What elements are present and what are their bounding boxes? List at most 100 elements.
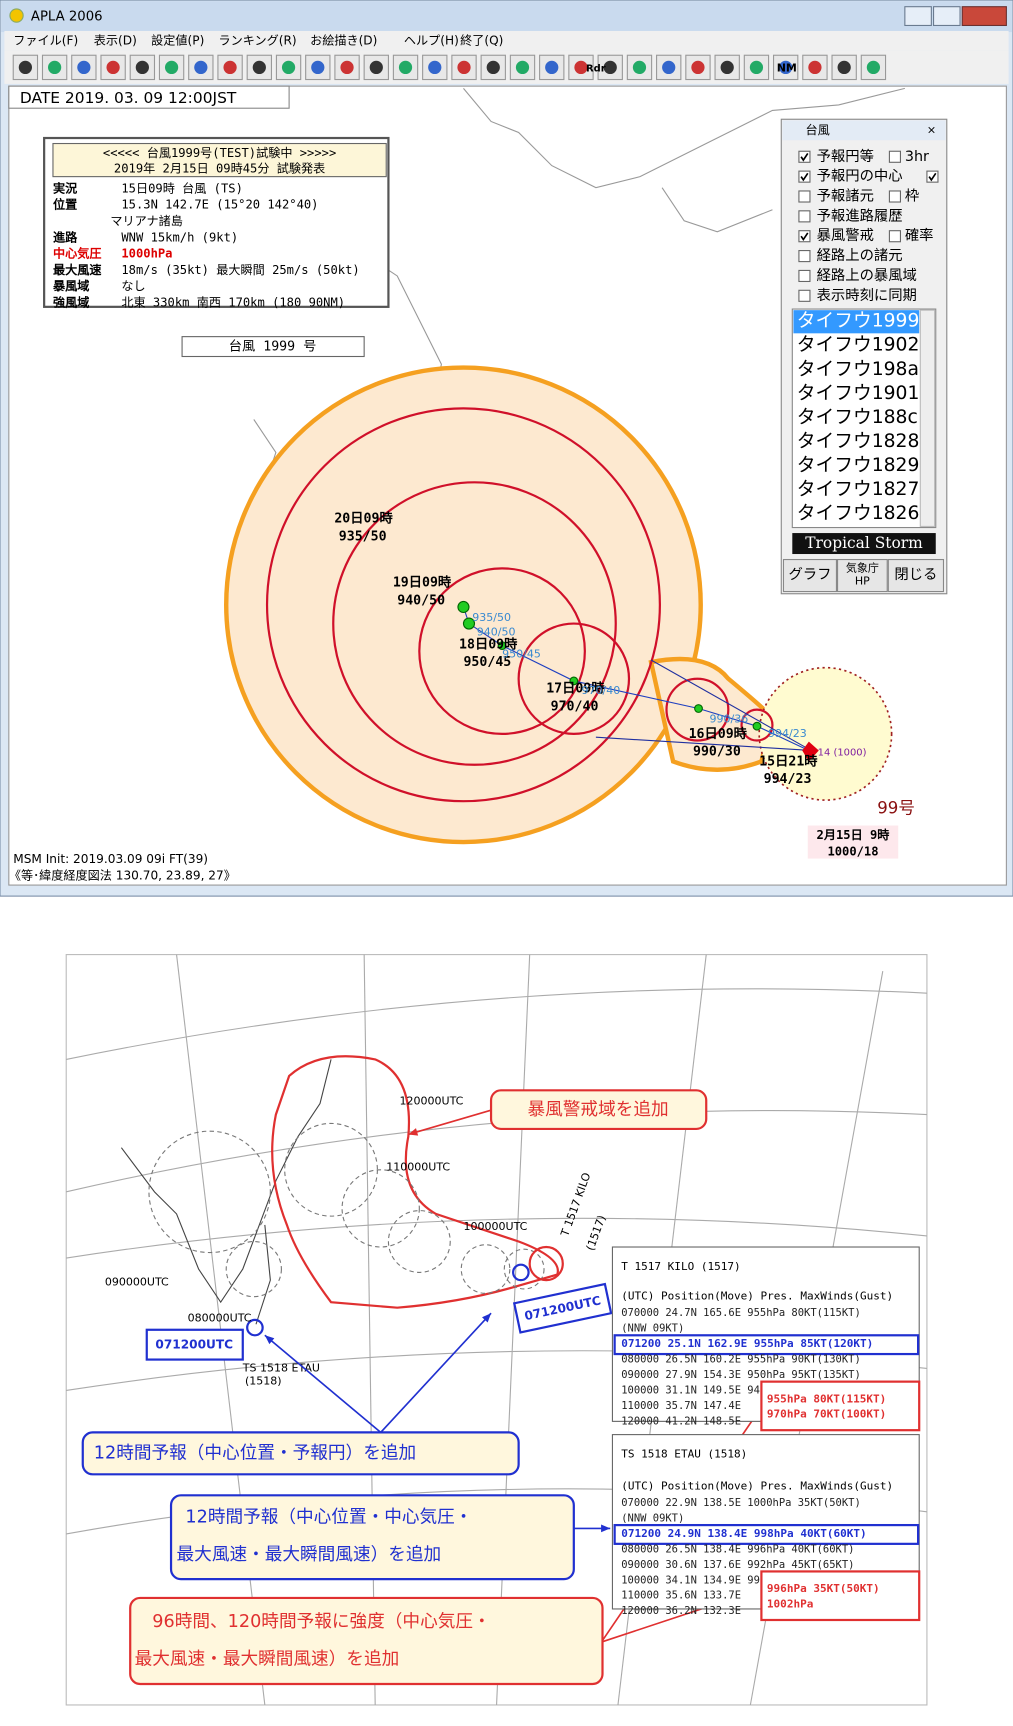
info-value: マリアナ諸島 (110, 213, 183, 228)
forecast-circle (265, 407, 661, 803)
list-item[interactable]: タイフウ1827 (797, 478, 920, 500)
list-item[interactable]: タイフウ1901 (797, 382, 920, 404)
utc-box (145, 1328, 244, 1361)
panel-button[interactable] (836, 558, 888, 593)
table-row: 120000 36.2N 132.3E (621, 1605, 741, 1617)
forecast-label: 940/50 (397, 593, 445, 608)
toolbar-icon (866, 60, 881, 75)
track-point (457, 600, 470, 614)
info-key: 進路 (53, 229, 78, 244)
toolbar-icon (574, 60, 588, 75)
toolbar-icon (545, 60, 559, 75)
forecast-label: 990/30 (693, 745, 741, 760)
menu-item[interactable]: お絵描き(D) (310, 32, 377, 47)
highlight-row (613, 1334, 920, 1356)
checkbox[interactable] (798, 190, 811, 203)
info-value: 15日09時 台風 (TS) (121, 180, 242, 195)
info-header: <<<<< 台風1999号(TEST)試験中 >>>>> (103, 145, 336, 160)
current-position-symbol (802, 741, 819, 762)
callout-box (169, 1494, 575, 1581)
checkbox[interactable] (798, 250, 811, 263)
list-item[interactable]: タイフウ1999 (797, 310, 920, 332)
list-item[interactable]: タイフウ1826 (797, 502, 920, 524)
toolbar-icon (486, 60, 500, 75)
info-value: 1000hPa (121, 247, 172, 261)
menu-item[interactable]: 終了(Q) (460, 32, 503, 47)
table-row: 070000 22.9N 138.5E 1000hPa 35KT(50KT) (621, 1497, 861, 1509)
forecast-label: 935/50 (339, 529, 387, 544)
track-label: 994/23 (768, 727, 807, 740)
callout-text: 96時間、120時間予報に強度（中心気圧・ (152, 1611, 490, 1632)
toolbar-button[interactable] (480, 54, 506, 81)
track-point (752, 721, 762, 731)
typhoon-label: 台風 1999 号 (229, 339, 317, 355)
menu-item[interactable]: ランキング(R) (218, 33, 296, 47)
checkmark (928, 172, 937, 182)
toolbar-icon (515, 60, 530, 75)
checkbox[interactable] (798, 150, 811, 163)
app-icon (9, 8, 24, 23)
list-item[interactable]: タイフウ1829 (797, 454, 920, 476)
checkbox[interactable] (798, 289, 811, 302)
checkmark (800, 152, 809, 162)
toolbar-icon (837, 60, 851, 75)
toolbar-button[interactable] (363, 54, 389, 81)
forecast-label: 19日09時 (393, 574, 452, 591)
utc-box (512, 1282, 613, 1334)
toolbar-icon (135, 60, 149, 75)
list-item[interactable]: タイフウ1902 (797, 334, 920, 356)
arrow-head (601, 1524, 611, 1533)
menu-item[interactable]: ヘルプ(H) (404, 33, 459, 47)
panel-button[interactable] (782, 558, 837, 593)
toolbar-text: Rdr (586, 63, 606, 74)
checkbox[interactable] (798, 269, 811, 283)
option-extra: 3hr (905, 149, 929, 165)
menu-item[interactable]: 表示(D) (94, 33, 137, 47)
info-header (52, 142, 387, 178)
toolbar-icon (632, 60, 647, 75)
list-item[interactable]: タイフウ188c (797, 406, 918, 428)
map-label: 100000UTC (463, 1220, 527, 1233)
checkbox[interactable] (888, 230, 901, 243)
menu-bar (4, 30, 1009, 51)
track-label: 970/40 (582, 684, 621, 697)
button-label: グラフ (788, 566, 831, 583)
list-item[interactable]: タイフウ198a (797, 358, 919, 380)
checkbox[interactable] (798, 170, 811, 183)
forecast-label: 17日09時 (546, 680, 605, 697)
callout-arrow (264, 1334, 382, 1434)
panel-close[interactable]: ⨯ (927, 123, 936, 136)
status-text: 《等･緯度経度図法 130.70, 23.89, 27》 (9, 868, 236, 883)
panel-button[interactable] (887, 558, 945, 593)
minimize-button[interactable] (904, 6, 932, 27)
option-label: 予報円の中心 (817, 168, 903, 185)
forecast-circle (665, 677, 730, 742)
checkbox[interactable] (798, 230, 811, 243)
option-label: 予報進路履歴 (817, 207, 903, 224)
close-button[interactable] (961, 6, 1007, 27)
utc-label: 071200UTC (155, 1338, 233, 1352)
arrow-head (408, 1128, 419, 1136)
toolbar-button[interactable] (509, 54, 536, 81)
table-row: 080000 26.5N 138.4E 996hPa 40KT(60KT) (621, 1543, 854, 1555)
list-item[interactable]: タイフウ1828 (797, 430, 920, 452)
forecast-label: 20日09時 (334, 510, 393, 527)
maximize-button[interactable] (932, 6, 961, 27)
map-label: 110000UTC (386, 1161, 450, 1174)
forecast-label: 994/23 (764, 772, 812, 787)
forecast-circle (332, 481, 617, 766)
menu-item[interactable]: 設定値(P) (151, 32, 204, 47)
callout-text: 12時間予報（中心位置・中心気圧・ (185, 1506, 472, 1527)
table-row: 070000 24.7N 165.6E 955hPa 80KT(115KT) (621, 1307, 861, 1319)
menu-item[interactable]: ファイル(F) (13, 33, 78, 47)
toolbar-icon (48, 60, 62, 75)
toolbar-button[interactable] (392, 54, 419, 81)
toolbar-icon (398, 60, 413, 75)
checkbox[interactable] (888, 190, 901, 203)
checkbox[interactable] (926, 170, 939, 183)
checkbox[interactable] (798, 210, 811, 223)
info-value: 北東 330km 南西 170km (180 90NM) (121, 295, 345, 310)
current-box (807, 825, 899, 859)
checkbox[interactable] (888, 150, 901, 163)
